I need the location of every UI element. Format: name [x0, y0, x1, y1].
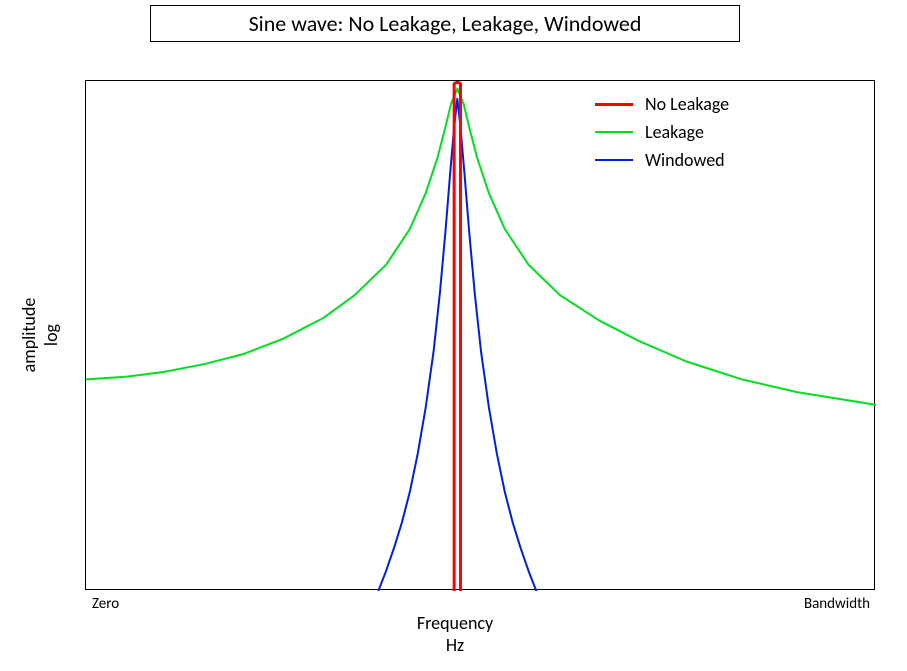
x-axis-label-line2: Hz [417, 634, 493, 656]
legend-entry: Leakage [595, 121, 729, 143]
y-axis-label-line1: amplitude [18, 298, 40, 373]
legend-entry: Windowed [595, 149, 729, 171]
series-no_leakage [454, 82, 460, 591]
chart-title: Sine wave: No Leakage, Leakage, Windowed [249, 10, 642, 37]
legend-swatch [595, 131, 633, 133]
legend-swatch [595, 103, 633, 106]
plot-area: No Leakage Leakage Windowed [85, 80, 875, 590]
y-axis-label: amplitude log [18, 298, 62, 373]
x-tick-max: Bandwidth [804, 595, 870, 613]
legend-swatch [595, 159, 633, 161]
y-axis-label-line2: log [40, 298, 62, 373]
chart-curves [86, 81, 876, 591]
x-tick-min: Zero [92, 595, 119, 613]
legend-label: No Leakage [645, 93, 729, 115]
legend-label: Windowed [645, 149, 725, 171]
legend-entry: No Leakage [595, 93, 729, 115]
legend-label: Leakage [645, 121, 704, 143]
series-windowed [378, 99, 536, 591]
x-axis-label: Frequency Hz [417, 612, 493, 656]
chart-container: Sine wave: No Leakage, Leakage, Windowed… [0, 0, 907, 671]
x-axis-label-line1: Frequency [417, 612, 493, 634]
legend: No Leakage Leakage Windowed [595, 93, 729, 177]
chart-title-box: Sine wave: No Leakage, Leakage, Windowed [150, 5, 740, 42]
